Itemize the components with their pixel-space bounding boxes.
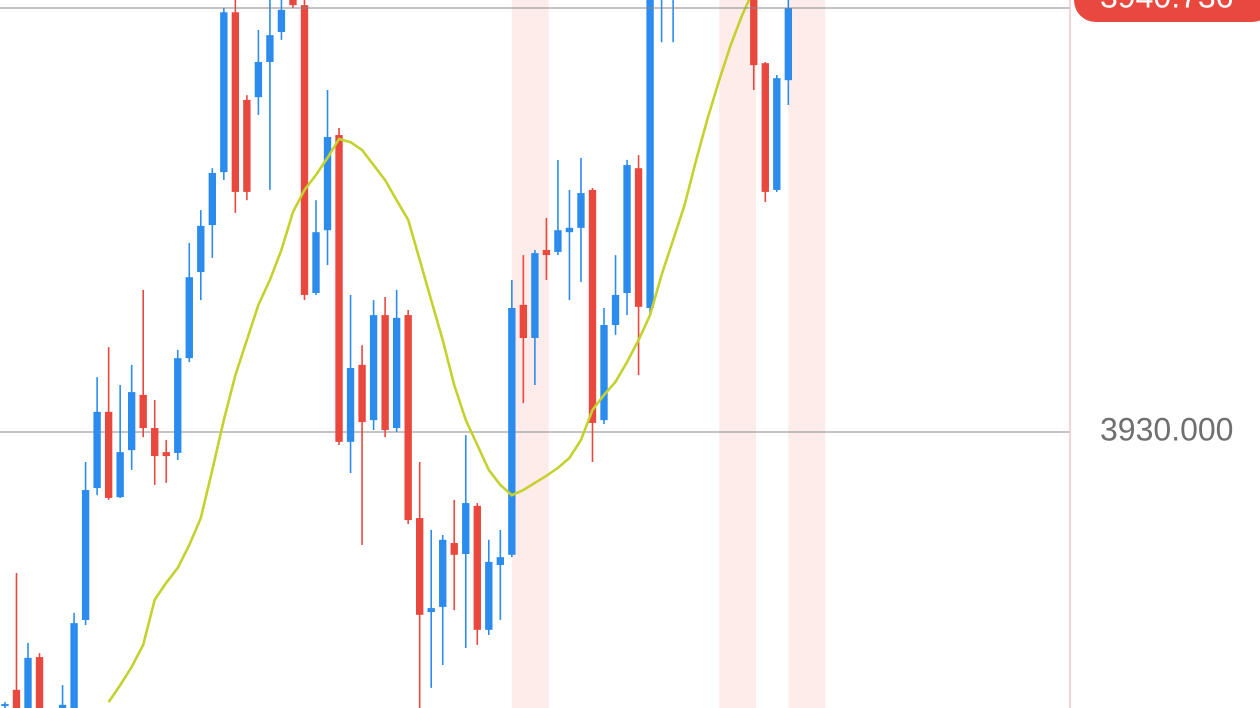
candle-body	[450, 542, 458, 555]
candle-body	[58, 704, 67, 708]
candle-body	[427, 608, 435, 613]
candle-body	[519, 304, 528, 339]
candle-body	[12, 689, 21, 708]
moving-average-line	[107, 0, 751, 703]
candle-body	[185, 277, 193, 359]
y-tick-label: 3930.000	[1100, 411, 1233, 447]
candle-body	[151, 428, 159, 457]
candle-body	[197, 225, 205, 273]
candle-body	[761, 63, 769, 192]
candle-body	[162, 452, 170, 457]
candle-body	[266, 35, 274, 62]
candle-body	[565, 227, 574, 233]
candle-body	[588, 189, 597, 423]
candle-body	[312, 232, 320, 293]
candle-body	[784, 7, 793, 81]
candle-body	[392, 317, 401, 429]
candle-body	[473, 505, 481, 630]
candle-body	[300, 5, 309, 295]
price-axis: 3930.000 3940.736	[1074, 0, 1260, 447]
candle-body	[24, 657, 32, 708]
last-price-badge	[1074, 0, 1260, 23]
candle-body	[611, 294, 620, 325]
candle-body	[231, 12, 240, 192]
candle-body	[577, 193, 585, 228]
plot-area	[0, 0, 1070, 708]
candle-body	[531, 253, 539, 339]
candle-body	[174, 358, 182, 453]
candle-body	[462, 503, 470, 555]
candle-body	[381, 315, 389, 431]
candle-body	[634, 168, 643, 307]
candle-body	[496, 557, 505, 566]
candle-body	[70, 623, 78, 708]
candle-body	[439, 539, 447, 607]
highlight-band	[788, 0, 826, 708]
last-price-label: 3940.736	[1100, 0, 1233, 15]
candle-body	[254, 61, 263, 98]
highlight-band	[511, 0, 549, 708]
candle-body	[773, 78, 781, 190]
candle-body	[508, 307, 516, 555]
candle-body	[542, 249, 551, 256]
candle-body	[415, 518, 424, 615]
candle-body	[35, 657, 44, 708]
candle-body	[208, 172, 217, 226]
candle-body	[1, 704, 9, 707]
candle-body	[243, 99, 251, 192]
candle-body	[81, 490, 90, 620]
candle-body	[139, 394, 147, 429]
candle-body	[358, 364, 366, 423]
candle-body	[750, 0, 758, 66]
candle-body	[554, 230, 562, 252]
candle-body	[220, 12, 228, 173]
candle-body	[404, 315, 412, 521]
candle-body	[277, 9, 286, 32]
candle-body	[127, 392, 136, 451]
candle-body	[646, 0, 654, 308]
candle-body	[93, 411, 101, 489]
candle-body	[289, 0, 297, 6]
candle-body	[116, 452, 124, 498]
candle-body	[485, 561, 493, 630]
candle-body	[346, 368, 355, 442]
candle-body	[323, 137, 332, 231]
candle-body	[369, 315, 378, 421]
candle-body	[623, 165, 631, 293]
candle-body	[600, 324, 608, 421]
highlight-band	[719, 0, 757, 708]
candle-body	[335, 135, 343, 442]
candle-body	[104, 411, 113, 498]
